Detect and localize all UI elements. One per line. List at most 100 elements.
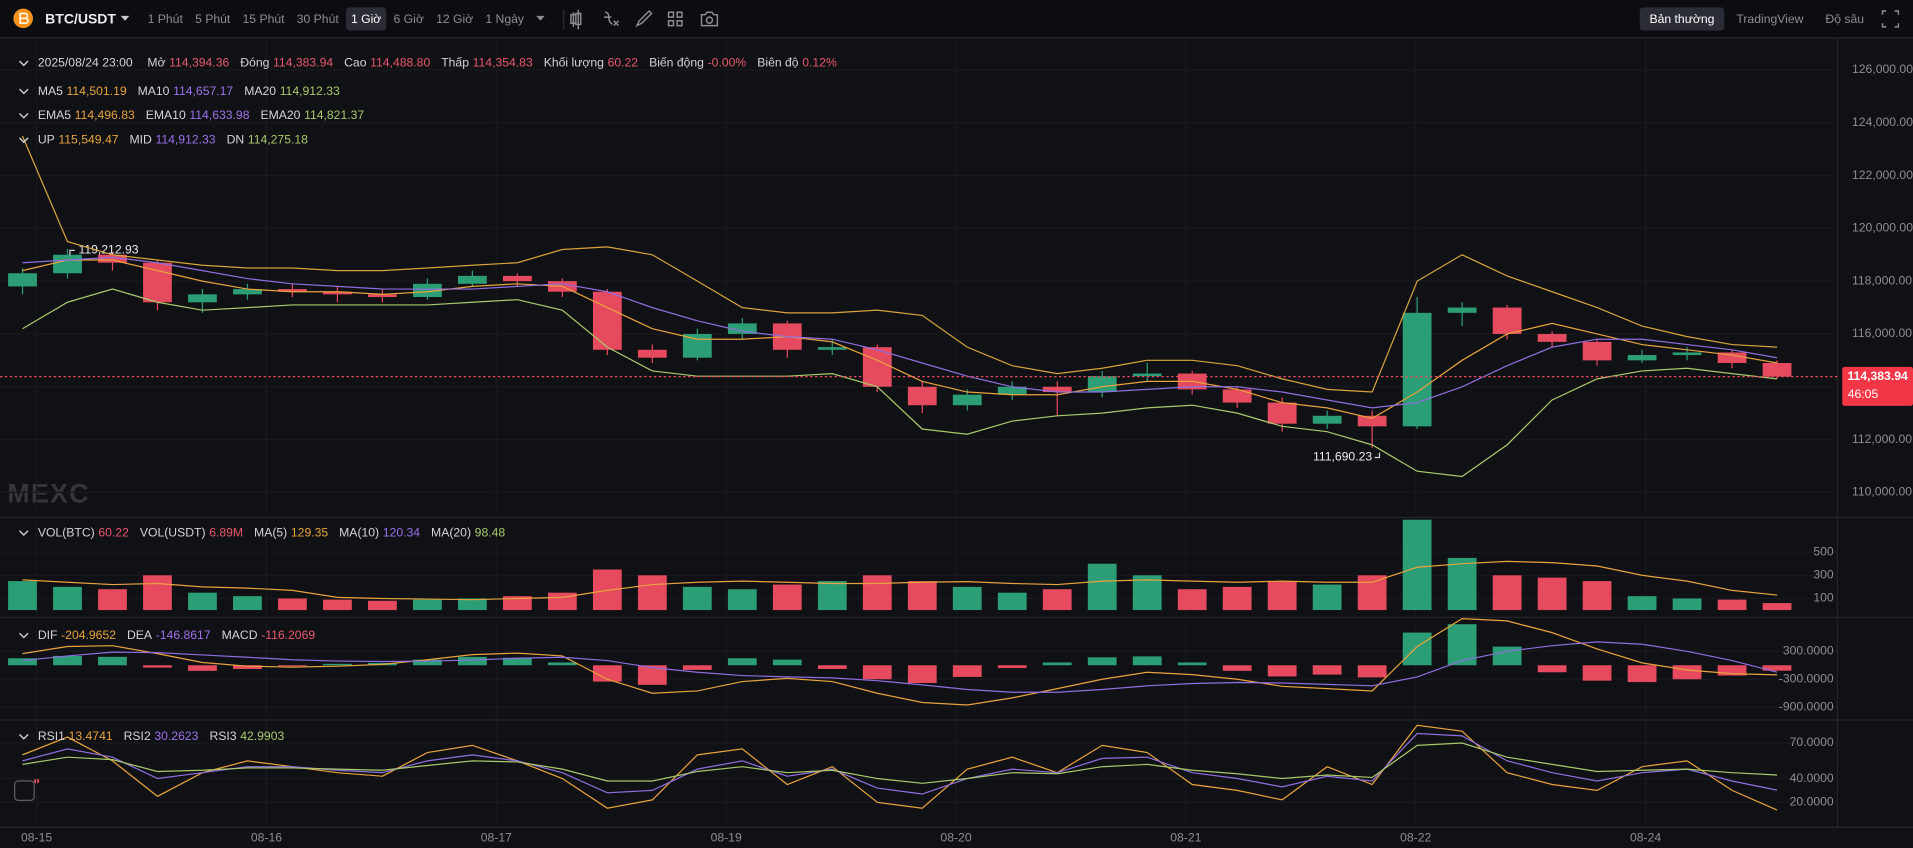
legend-value: 60.22 — [98, 525, 129, 539]
view-option[interactable]: Độ sâu — [1825, 12, 1864, 26]
legend-label: Khối lượng — [544, 56, 604, 70]
y-tick-label: 118,000.00 — [1852, 273, 1912, 287]
candle-body — [1762, 362, 1792, 377]
indicator-line — [22, 641, 1778, 693]
candle-body — [1357, 415, 1387, 427]
volume-bar — [952, 586, 982, 611]
volume-bar — [997, 592, 1027, 611]
y-tick-label: -300.0000 — [1779, 671, 1834, 685]
volume-bar — [233, 596, 262, 611]
legend-label: VOL(USDT) — [140, 525, 206, 539]
macd-bar — [502, 657, 532, 666]
fullscreen-icon[interactable] — [1881, 10, 1900, 28]
volume-bar — [457, 598, 487, 611]
symbol-caret[interactable] — [120, 15, 130, 21]
indicator-icon[interactable] — [570, 9, 582, 30]
legend-label: 2025/08/24 23:00 — [38, 56, 133, 70]
interval-option[interactable]: 30 Phút — [297, 12, 340, 26]
formula-icon[interactable] — [603, 11, 620, 27]
legend-toggle[interactable] — [19, 88, 29, 95]
legend-toggle[interactable] — [19, 530, 29, 537]
volume-bar — [502, 596, 532, 611]
candle-body — [1447, 307, 1477, 313]
interval-option[interactable]: 1 Ngày — [485, 12, 525, 26]
time-label: 08-19 — [711, 830, 742, 844]
settings-icon[interactable] — [14, 780, 35, 801]
macd-bar — [547, 662, 577, 666]
candle-body — [8, 273, 37, 287]
interval-caret[interactable] — [536, 15, 545, 21]
y-tick-label: 70.0000 — [1790, 735, 1834, 749]
macd-bar — [53, 655, 82, 666]
legend-label: Biên độ — [757, 56, 799, 70]
interval-option[interactable]: 1 Phút — [148, 12, 184, 26]
legend-value: 129.35 — [291, 525, 328, 539]
macd-bar — [727, 658, 757, 666]
macd-bar — [1582, 665, 1612, 681]
volume-bar — [727, 589, 757, 611]
candle-body — [457, 275, 487, 284]
draw-icon[interactable] — [635, 9, 653, 28]
legend-value: 42.9903 — [240, 729, 284, 743]
view-option[interactable]: Bản thường — [1649, 12, 1714, 26]
macd-bar — [8, 658, 37, 666]
legend-value: 114,354.83 — [473, 56, 533, 70]
symbol[interactable]: BTC/USDT — [45, 10, 116, 26]
legend-label: DEA — [127, 628, 153, 642]
min-marker — [1374, 452, 1381, 459]
tool-icons — [562, 9, 1900, 30]
layout-icon[interactable] — [667, 11, 683, 27]
macd-bar — [1492, 646, 1522, 666]
legend-toggle[interactable] — [19, 632, 29, 639]
y-tick-label: 116,000.00 — [1852, 326, 1912, 340]
legend-toggle[interactable] — [19, 137, 29, 144]
volume-bar — [1717, 599, 1747, 611]
candle-body — [682, 333, 712, 358]
legend-toggle[interactable] — [19, 733, 29, 740]
candle-body — [1132, 373, 1162, 377]
macd-bar — [143, 665, 172, 668]
indicator-line — [22, 560, 1778, 601]
interval-option[interactable]: 15 Phút — [243, 12, 286, 26]
legend-toggle[interactable] — [19, 112, 29, 119]
legend-label: VOL(BTC) — [38, 525, 95, 539]
snapshot-icon[interactable] — [700, 11, 719, 27]
legend-value: 114,496.83 — [75, 108, 135, 122]
volume-bar — [1537, 577, 1567, 611]
macd-bar — [1402, 632, 1432, 666]
volume-bar — [1627, 596, 1657, 611]
legend-label: EMA5 — [38, 108, 71, 122]
candle-body — [952, 394, 982, 406]
legend-label: MA(10) — [339, 525, 379, 539]
interval-option[interactable]: 6 Giờ — [394, 12, 424, 26]
candle-body — [323, 291, 352, 295]
volume-bar — [1267, 581, 1297, 611]
macd-bar — [278, 665, 307, 667]
legend-value: 114,488.80 — [370, 56, 430, 70]
view-option[interactable]: TradingView — [1736, 12, 1803, 26]
volume-bar — [1042, 589, 1072, 611]
legend-value: 60.22 — [608, 56, 639, 70]
candle-body — [1402, 312, 1432, 427]
y-tick-label: 500 — [1813, 544, 1834, 558]
volume-bar — [1402, 519, 1432, 611]
legend-value: 114,501.19 — [67, 84, 127, 98]
indicator-line — [21, 135, 1778, 393]
legend-toggle[interactable] — [19, 60, 29, 67]
legend-label: RSI3 — [209, 729, 236, 743]
interval-option[interactable]: 1 Giờ — [351, 12, 381, 26]
interval-option[interactable]: 5 Phút — [195, 12, 231, 26]
macd-bar — [817, 665, 847, 669]
volume-bar — [817, 581, 847, 611]
macd-bar — [952, 665, 982, 677]
interval-option[interactable]: 12 Giờ — [436, 12, 473, 26]
legend-value: -0.00% — [708, 56, 747, 70]
macd-bar — [1627, 665, 1657, 683]
macd-bar — [1267, 665, 1297, 677]
macd-bar — [1762, 665, 1792, 671]
y-tick-label: 120,000.00 — [1852, 221, 1913, 235]
volume-bar — [368, 600, 397, 611]
volume-bar — [188, 592, 217, 611]
candle-body — [412, 283, 442, 297]
